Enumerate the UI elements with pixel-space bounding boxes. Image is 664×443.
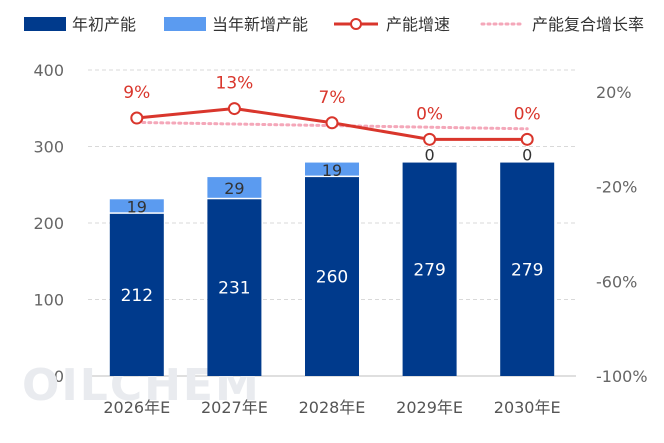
- x-axis: 2026年E 2027年E 2028年E 2029年E 2030年E: [103, 398, 560, 417]
- bar-added-label: 0: [522, 146, 532, 165]
- bar-base-label: 231: [218, 279, 250, 299]
- bar-added: [109, 199, 164, 213]
- legend-swatch: [164, 17, 206, 31]
- legend-label: 当年新增产能: [212, 15, 308, 34]
- x-tick-label: 2027年E: [201, 398, 268, 417]
- legend-marker: [350, 18, 362, 30]
- growth-point: [520, 132, 534, 146]
- growth-label: 0%: [514, 104, 541, 124]
- chart-legend: 年初产能 当年新增产能 产能增速 产能复合增长率: [24, 15, 644, 34]
- bar-base: [402, 162, 457, 376]
- x-tick-label: 2030年E: [494, 398, 561, 417]
- bar-base-label: 279: [413, 260, 445, 280]
- bar-added-label: 19: [322, 161, 342, 180]
- right-axis: 20% -20% -60% -100%: [596, 83, 648, 386]
- bar-base: [109, 213, 164, 376]
- left-axis: 0 100 200 300 400: [33, 61, 64, 386]
- left-tick-label: 200: [33, 214, 64, 233]
- bar-added-label: 0: [425, 146, 435, 165]
- right-tick-label: -20%: [596, 178, 637, 197]
- bar-added: [207, 177, 262, 198]
- growth-point: [423, 132, 437, 146]
- bar-base: [305, 177, 359, 376]
- right-tick-label: -60%: [596, 272, 637, 291]
- growth-point: [227, 102, 241, 116]
- growth-label: 9%: [123, 83, 150, 103]
- left-tick-label: 400: [33, 61, 64, 80]
- x-tick-label: 2026年E: [103, 398, 170, 417]
- left-tick-label: 0: [54, 367, 64, 386]
- legend-label: 年初产能: [72, 15, 136, 34]
- lines: 9% 13% 7% 0% 0%: [123, 74, 541, 146]
- growth-label: 7%: [319, 88, 346, 108]
- left-tick-label: 100: [33, 291, 64, 310]
- bar-base-label: 279: [511, 260, 543, 280]
- right-tick-label: 20%: [596, 83, 632, 102]
- growth-label: 0%: [416, 104, 443, 124]
- bar-added: [305, 162, 359, 176]
- bar-base: [500, 162, 555, 376]
- bar-base-label: 260: [316, 268, 348, 288]
- legend-swatch: [24, 17, 66, 31]
- bar-base: [207, 199, 262, 376]
- legend-label: 产能复合增长率: [532, 15, 644, 34]
- bar-base-label: 212: [121, 286, 153, 306]
- growth-point: [130, 111, 144, 125]
- x-tick-label: 2028年E: [299, 398, 366, 417]
- x-tick-label: 2029年E: [396, 398, 463, 417]
- bar-added-label: 29: [224, 179, 244, 198]
- legend-label: 产能增速: [386, 15, 450, 34]
- bar-added-label: 19: [127, 198, 147, 217]
- left-tick-label: 300: [33, 138, 64, 157]
- growth-label: 13%: [216, 74, 254, 94]
- right-tick-label: -100%: [596, 367, 648, 386]
- bars: 212 19 231 29 260 19 279 0 279 0: [109, 146, 555, 376]
- growth-point: [325, 116, 339, 130]
